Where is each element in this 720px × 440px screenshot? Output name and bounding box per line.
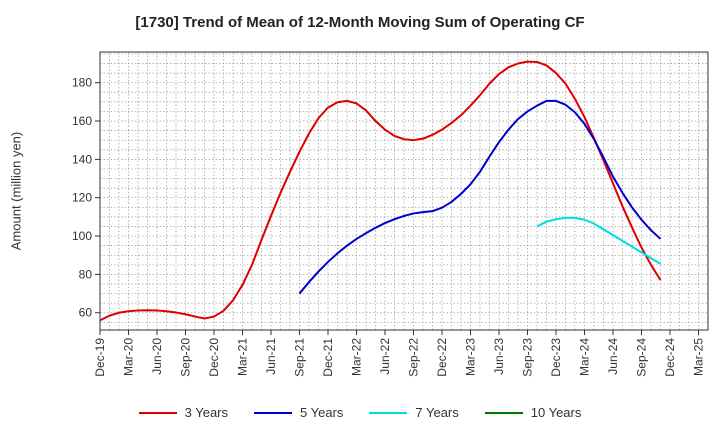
legend-item-5-years: 5 Years xyxy=(254,405,343,420)
legend-swatch xyxy=(138,411,177,414)
x-tick-label: Dec-21 xyxy=(321,338,335,377)
legend-item-10-years: 10 Years xyxy=(484,405,582,420)
x-tick-label: Dec-19 xyxy=(93,338,107,377)
y-tick-label: 160 xyxy=(72,114,92,128)
legend-swatch xyxy=(254,411,292,414)
x-tick-label: Sep-22 xyxy=(407,338,421,377)
series-line-7-years xyxy=(536,216,662,265)
y-tick-label: 60 xyxy=(79,306,93,320)
y-tick-label: 120 xyxy=(72,191,92,205)
legend-label: 5 Years xyxy=(300,405,344,420)
legend-item-7-years: 7 Years xyxy=(369,405,459,420)
legend-label: 10 Years xyxy=(530,405,582,420)
legend: 3 Years 5 Years 7 Years 10 Years xyxy=(0,405,720,420)
x-tick-label: Sep-24 xyxy=(635,338,649,377)
x-tick-label: Mar-23 xyxy=(464,338,478,376)
grid-lines xyxy=(100,52,708,330)
legend-label: 3 Years xyxy=(184,405,228,420)
y-tick-label: 140 xyxy=(72,152,92,166)
series-lines xyxy=(99,60,662,322)
legend-swatch xyxy=(484,411,523,414)
x-tick-label: Sep-21 xyxy=(293,338,307,377)
legend-swatch xyxy=(369,411,408,414)
x-tick-label: Jun-24 xyxy=(606,338,620,375)
x-tick-label: Jun-22 xyxy=(378,338,392,375)
series-line-3-years xyxy=(99,60,662,322)
legend-label: 7 Years xyxy=(415,405,459,420)
y-axis: 60 80 100 120 140 160 180 xyxy=(72,76,100,320)
y-tick-label: 80 xyxy=(79,267,93,281)
chart-title: [1730] Trend of Mean of 12-Month Moving … xyxy=(135,14,585,31)
x-tick-label: Mar-21 xyxy=(236,338,250,376)
plot-frame xyxy=(99,51,709,331)
x-tick-label: Mar-22 xyxy=(350,338,364,376)
x-tick-label: Mar-24 xyxy=(578,338,592,376)
x-tick-label: Dec-23 xyxy=(549,338,563,377)
x-tick-label: Mar-20 xyxy=(122,338,136,376)
x-tick-label: Jun-20 xyxy=(150,338,164,375)
x-axis: Dec-19 Mar-20 Jun-20 Sep-20 Dec-20 Mar-21 Jun-… xyxy=(93,330,706,377)
x-tick-label: Jun-23 xyxy=(492,338,506,375)
x-tick-label: Mar-25 xyxy=(692,338,706,376)
legend-item-3-years: 3 Years xyxy=(138,405,228,420)
x-tick-label: Sep-23 xyxy=(521,338,535,377)
y-tick-label: 180 xyxy=(72,76,92,90)
x-tick-label: Sep-20 xyxy=(179,338,193,377)
x-tick-label: Dec-24 xyxy=(663,338,677,377)
y-tick-label: 100 xyxy=(72,229,92,243)
x-tick-label: Jun-21 xyxy=(264,338,278,375)
x-tick-label: Dec-22 xyxy=(435,338,449,377)
x-tick-label: Dec-20 xyxy=(207,338,221,377)
series-line-5-years xyxy=(298,99,662,295)
